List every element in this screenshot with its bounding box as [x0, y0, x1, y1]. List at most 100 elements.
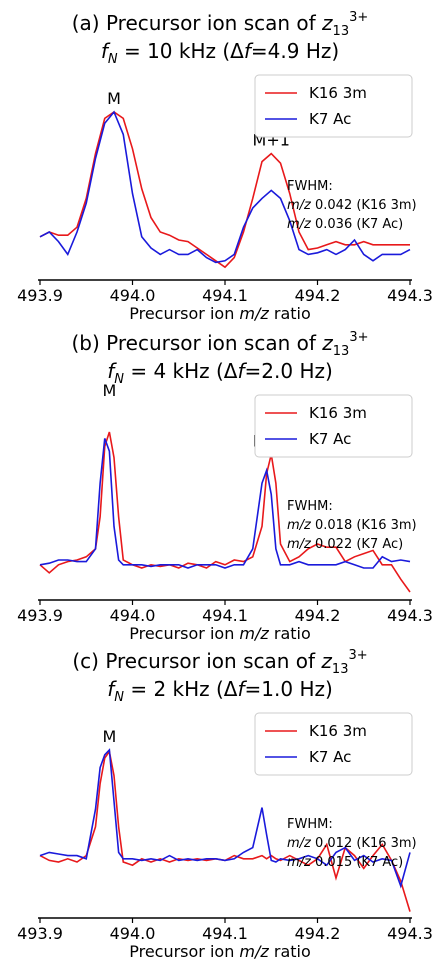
legend-label: K16 3m [309, 722, 367, 740]
x-tick-label: 494.2 [295, 606, 341, 625]
panel: (c) Precursor ion scan of z133+fN = 2 kH… [17, 648, 433, 961]
series-line [39, 111, 410, 269]
x-tick-label: 494.0 [110, 606, 156, 625]
x-tick-label: 494.3 [387, 286, 433, 305]
title-part: 3+ [348, 648, 367, 663]
fwhm-line: m/z 0.036 (K7 Ac) [287, 217, 403, 232]
title-part: z [321, 331, 333, 355]
x-label-part: m/z [239, 304, 269, 323]
x-axis-label: Precursor ion m/z ratio [129, 942, 311, 961]
x-axis-label: Precursor ion m/z ratio [129, 624, 311, 643]
fwhm-part: 0.036 (K7 Ac) [311, 217, 403, 232]
series-line [39, 749, 411, 912]
x-tick-label: 494.2 [295, 286, 341, 305]
fwhm-part: m/z [287, 217, 312, 232]
title-part: f [244, 39, 254, 63]
title-part: =1.0 Hz) [245, 677, 333, 701]
chart-title: (b) Precursor ion scan of z133+ [72, 330, 369, 359]
panel: (a) Precursor ion scan of z133+fN = 10 k… [17, 10, 433, 323]
legend-label: K7 Ac [309, 748, 351, 766]
title-part: =2.0 Hz) [245, 359, 333, 383]
fwhm-part: 0.022 (K7 Ac) [311, 537, 403, 552]
legend-box [254, 712, 413, 776]
x-tick-label: 494.3 [387, 606, 433, 625]
fwhm-part: 0.012 (K16 3m) [311, 836, 417, 851]
title-part: 3+ [349, 330, 368, 345]
x-label-part: Precursor ion [129, 304, 239, 323]
fwhm-part: m/z [287, 198, 312, 213]
title-part: f [237, 359, 247, 383]
x-label-part: m/z [239, 942, 269, 961]
chart-title: (a) Precursor ion scan of z133+ [72, 10, 369, 39]
title-part: (b) Precursor ion scan of [72, 331, 323, 355]
chart-title: (c) Precursor ion scan of z133+ [72, 648, 367, 677]
series-line [39, 748, 411, 889]
x-tick-label: 493.9 [17, 924, 63, 943]
title-part: (c) Precursor ion scan of [72, 649, 321, 673]
title-part: =4.9 Hz) [251, 39, 339, 63]
x-label-part: ratio [269, 624, 311, 643]
title-part: 13 [333, 24, 350, 39]
fwhm-part: m/z [287, 537, 312, 552]
series-line [39, 431, 411, 593]
title-part: f [101, 39, 111, 63]
x-tick-label: 494.2 [295, 924, 341, 943]
title-part: = 10 kHz (Δ [118, 39, 245, 63]
fwhm-part: m/z [287, 518, 312, 533]
title-part: = 4 kHz (Δ [124, 359, 238, 383]
title-part: f [237, 677, 247, 701]
legend-label: K16 3m [309, 404, 367, 422]
fwhm-line: m/z 0.022 (K7 Ac) [287, 537, 403, 552]
x-tick-label: 494.1 [202, 924, 248, 943]
title-part: (a) Precursor ion scan of [72, 11, 322, 35]
title-part: z [320, 649, 332, 673]
fwhm-part: 0.015 (K7 Ac) [311, 855, 403, 870]
title-part: f [107, 359, 117, 383]
fwhm-line: m/z 0.015 (K7 Ac) [287, 855, 403, 870]
fwhm-part: m/z [287, 855, 312, 870]
title-part: 13 [333, 344, 350, 359]
title-part: 3+ [349, 10, 368, 25]
legend-box [254, 394, 413, 458]
title-part: = 2 kHz (Δ [124, 677, 238, 701]
legend-box [254, 74, 413, 138]
fwhm-part: 0.042 (K16 3m) [311, 198, 417, 213]
title-part: N [114, 372, 124, 387]
chart-title: fN = 4 kHz (Δf=2.0 Hz) [107, 359, 333, 387]
x-tick-label: 494.0 [110, 924, 156, 943]
x-tick-label: 494.1 [202, 606, 248, 625]
x-label-part: ratio [269, 304, 311, 323]
x-tick-label: 494.3 [387, 924, 433, 943]
x-tick-label: 494.0 [110, 286, 156, 305]
fwhm-title: FWHM: [287, 499, 333, 514]
title-part: f [107, 677, 117, 701]
x-tick-label: 493.9 [17, 606, 63, 625]
x-tick-label: 494.1 [202, 286, 248, 305]
fwhm-line: m/z 0.012 (K16 3m) [287, 836, 417, 851]
chart-title: fN = 2 kHz (Δf=1.0 Hz) [107, 677, 333, 705]
x-tick-label: 493.9 [17, 286, 63, 305]
x-label-part: Precursor ion [129, 624, 239, 643]
title-part: N [108, 52, 118, 67]
legend-label: K16 3m [309, 84, 367, 102]
peak-label: M [102, 381, 116, 400]
chart-title: fN = 10 kHz (Δf=4.9 Hz) [101, 39, 339, 67]
peak-label: M [102, 727, 116, 746]
x-label-part: Precursor ion [129, 942, 239, 961]
series-line [39, 110, 411, 264]
fwhm-title: FWHM: [287, 179, 333, 194]
legend-label: K7 Ac [309, 430, 351, 448]
peak-label: M [107, 89, 121, 108]
x-axis-label: Precursor ion m/z ratio [129, 304, 311, 323]
title-part: N [114, 690, 124, 705]
fwhm-part: m/z [287, 836, 312, 851]
series-line [39, 438, 411, 569]
fwhm-title: FWHM: [287, 817, 333, 832]
title-part: 13 [332, 662, 349, 677]
panel: (b) Precursor ion scan of z133+fN = 4 kH… [17, 330, 433, 643]
fwhm-part: 0.018 (K16 3m) [311, 518, 417, 533]
fwhm-line: m/z 0.018 (K16 3m) [287, 518, 417, 533]
legend-label: K7 Ac [309, 110, 351, 128]
x-label-part: m/z [239, 624, 269, 643]
